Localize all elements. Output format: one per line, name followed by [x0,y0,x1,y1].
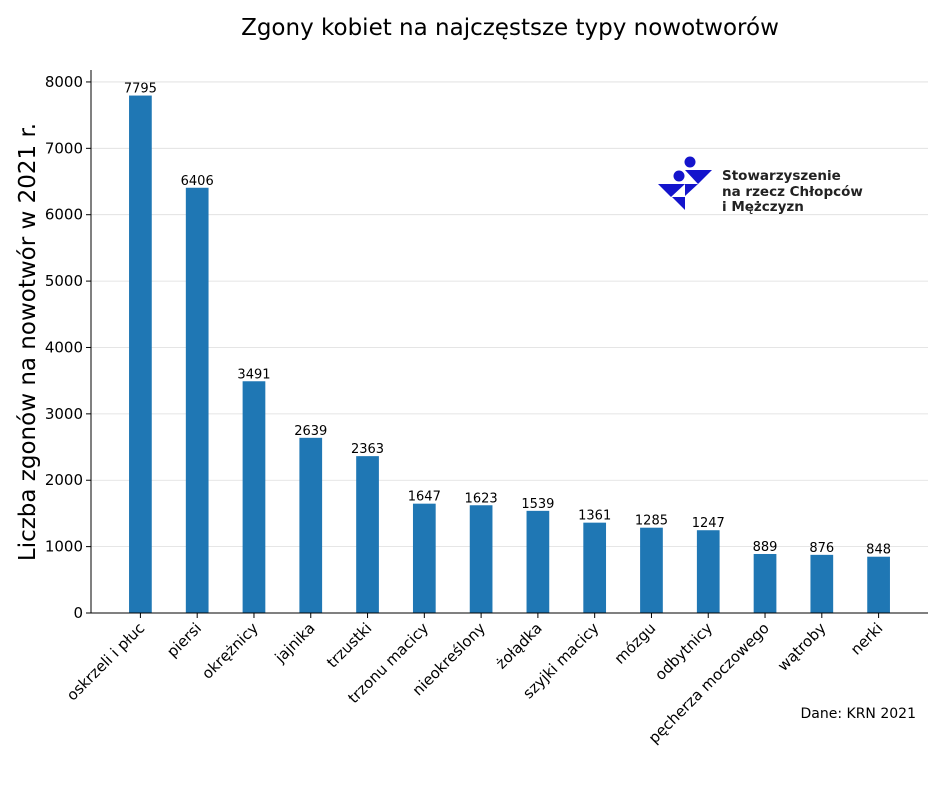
y-tick-label: 1000 [45,538,83,556]
data-label: 876 [809,541,834,556]
bar [640,527,663,613]
data-label: 2639 [294,424,327,439]
data-label: 6406 [181,174,214,189]
bar [299,437,323,613]
bar [469,505,493,613]
logo-dot-top [684,156,696,168]
source-annotation: Dane: KRN 2021 [801,706,916,722]
logo-triangle [685,184,698,196]
data-label: 848 [866,543,891,558]
data-label: 1539 [521,497,554,512]
logo-text: na rzecz Chłopców [722,184,863,200]
bar [412,503,436,613]
x-tick-label: trzustki [323,619,375,671]
y-tick-label: 5000 [45,272,83,290]
logo-dot-left [673,170,685,182]
bar [526,510,550,613]
x-tick-label: piersi [163,619,205,661]
bar [583,522,607,613]
x-tick-label: jajnika [271,619,319,667]
data-label: 1247 [692,516,725,531]
logo-triangle [685,170,712,184]
logo-triangle [672,197,685,210]
x-tick-label: mózgu [611,619,660,668]
data-label: 1361 [578,509,611,524]
data-label: 889 [753,540,778,555]
x-tick-label: okrężnicy [198,619,262,683]
bar [356,456,379,613]
data-label: 7795 [124,82,157,97]
logo-triangle [658,184,685,197]
x-tick-label: żołądka [492,619,545,672]
data-label: 1285 [635,514,668,529]
bar [242,381,266,613]
y-tick-label: 4000 [45,338,83,356]
data-label: 3491 [237,367,270,382]
data-label: 2363 [351,442,384,457]
y-axis-label: Liczba zgonów na nowotwór w 2021 r. [15,123,41,561]
y-tick-label: 8000 [45,73,83,91]
bars: 7795 6406 3491 2639 2363 1647 1623 1539 1361 1285… [124,82,891,614]
y-tick-label: 0 [73,604,83,622]
bar [185,187,209,614]
logo: Stowarzyszenie na rzecz Chłopców i Mężcz… [658,156,863,215]
chart-title: Zgony kobiet na najczęstsze typy nowotwo… [241,15,779,41]
x-tick-label: wątroby [774,619,830,675]
x-tick-label: oskrzeli i płuc [63,619,148,704]
bar [810,554,834,613]
y-tick-label: 6000 [45,206,83,224]
y-tick-label: 2000 [45,471,83,489]
bar [696,530,720,613]
bar [753,553,777,613]
data-label: 1623 [465,491,498,506]
x-tick-label: nerki [847,619,886,658]
y-tick-label: 7000 [45,139,83,157]
y-tick-label: 3000 [45,405,83,423]
gridlines [91,81,928,614]
data-label: 1647 [408,490,441,505]
logo-text: Stowarzyszenie [722,168,841,184]
bar [129,95,152,614]
logo-text: i Mężczyzn [722,199,804,215]
bar [867,556,890,613]
